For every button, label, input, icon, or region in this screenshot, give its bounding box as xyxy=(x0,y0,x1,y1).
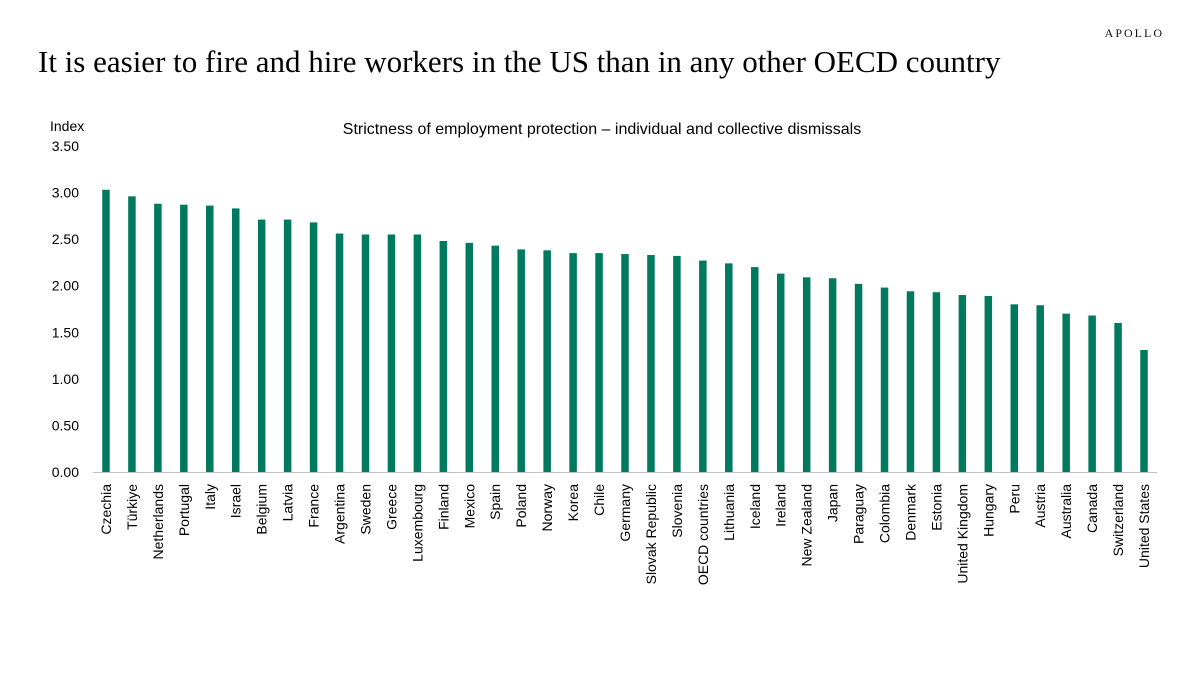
bar xyxy=(439,241,448,472)
bar xyxy=(699,260,707,472)
bar xyxy=(932,292,941,472)
bar xyxy=(413,234,422,472)
x-tick-label: Argentina xyxy=(332,484,348,544)
x-tick-label: Canada xyxy=(1084,484,1100,533)
x-tick-label: Belgium xyxy=(254,484,270,535)
x-tick-label: Italy xyxy=(202,484,218,510)
bar xyxy=(776,273,785,472)
y-tick-label: 1.00 xyxy=(52,371,79,387)
x-tick-label: Germany xyxy=(617,484,633,542)
y-tick-label: 0.50 xyxy=(52,417,79,433)
x-tick-label: Latvia xyxy=(280,484,296,522)
x-tick-label: Lithuania xyxy=(721,484,737,541)
x-tick-label: Greece xyxy=(383,484,399,530)
x-tick-label: Austria xyxy=(1032,484,1048,528)
bar xyxy=(231,208,240,472)
x-tick-label: Finland xyxy=(435,484,451,530)
x-tick-label: OECD countries xyxy=(695,484,711,585)
bar xyxy=(621,254,629,472)
x-tick-label: Ireland xyxy=(773,484,789,527)
bar xyxy=(725,263,733,472)
x-tick-label: New Zealand xyxy=(799,484,815,567)
y-tick-label: 0.00 xyxy=(52,464,79,480)
bar xyxy=(595,253,603,472)
x-tick-label: Slovak Republic xyxy=(643,484,659,584)
x-tick-label: France xyxy=(306,484,322,528)
bar xyxy=(517,249,525,472)
x-tick-label: Portugal xyxy=(176,484,192,536)
bar xyxy=(906,291,915,472)
bar xyxy=(1010,304,1019,472)
bar xyxy=(1088,315,1096,472)
bar xyxy=(958,295,967,472)
bar xyxy=(751,267,759,472)
bar xyxy=(543,250,551,472)
headline: It is easier to fire and hire workers in… xyxy=(38,44,1001,79)
bar xyxy=(257,219,266,472)
bar xyxy=(880,287,889,472)
x-tick-label: Chile xyxy=(591,484,607,516)
x-tick-label: Türkiye xyxy=(124,484,140,530)
x-tick-label: Israel xyxy=(228,484,244,518)
bar xyxy=(491,245,499,472)
brand-logo: APOLLO xyxy=(1104,26,1164,40)
bar xyxy=(828,278,837,472)
y-axis: 0.00 0.50 1.00 1.50 2.00 2.50 3.00 3.50 xyxy=(52,138,79,480)
bar xyxy=(387,234,396,472)
chart-title: Strictness of employment protection – in… xyxy=(343,121,861,138)
bar xyxy=(180,204,188,472)
x-tick-label: Poland xyxy=(513,484,529,528)
x-tick-label: Iceland xyxy=(747,484,763,529)
x-tick-label: Hungary xyxy=(980,484,996,537)
x-tick-label: Norway xyxy=(539,484,555,531)
x-tick-label: Spain xyxy=(487,484,503,520)
bars xyxy=(102,189,1148,473)
x-tick-label: Czechia xyxy=(98,484,114,535)
bar xyxy=(854,283,863,472)
x-tick-label: Luxembourg xyxy=(409,484,425,562)
x-tick-label: Peru xyxy=(1006,484,1022,514)
bar xyxy=(154,203,162,472)
bar xyxy=(283,219,292,472)
x-tick-label: Netherlands xyxy=(150,484,166,560)
x-tick-label: Switzerland xyxy=(1110,484,1126,556)
x-tick-label: Paraguay xyxy=(851,484,867,544)
bar xyxy=(128,196,136,473)
bar xyxy=(569,253,577,472)
y-tick-label: 3.50 xyxy=(52,138,79,154)
x-tick-label: United States xyxy=(1136,484,1152,568)
x-tick-label: Slovenia xyxy=(669,484,685,538)
y-tick-label: 1.50 xyxy=(52,324,79,340)
y-tick-label: 2.50 xyxy=(52,231,79,247)
bar xyxy=(309,222,318,472)
bar xyxy=(102,189,110,472)
bar xyxy=(1062,313,1070,472)
bar xyxy=(206,205,214,473)
x-tick-label: Sweden xyxy=(357,484,373,535)
x-tick-label: Denmark xyxy=(902,483,918,541)
bar xyxy=(673,255,681,472)
x-axis: Czechia Türkiye Netherlands Portugal Italy Is… xyxy=(93,472,1157,585)
bar xyxy=(1140,349,1148,472)
bar xyxy=(802,277,811,472)
x-tick-label: Korea xyxy=(565,484,581,522)
x-tick-label: Australia xyxy=(1058,484,1074,539)
x-tick-label: Japan xyxy=(825,484,841,522)
bar xyxy=(984,295,993,472)
bar xyxy=(1114,322,1122,472)
x-tick-label: Mexico xyxy=(461,484,477,529)
y-axis-label: Index xyxy=(50,118,84,134)
bar xyxy=(465,242,474,472)
bar xyxy=(335,233,344,472)
y-tick-label: 3.00 xyxy=(52,185,79,201)
x-tick-label: Colombia xyxy=(877,484,893,543)
bar xyxy=(1036,305,1044,472)
bar xyxy=(361,234,370,472)
x-tick-label: United Kingdom xyxy=(954,484,970,584)
bar xyxy=(647,254,655,472)
y-tick-label: 2.00 xyxy=(52,278,79,294)
x-tick-label: Estonia xyxy=(928,484,944,531)
